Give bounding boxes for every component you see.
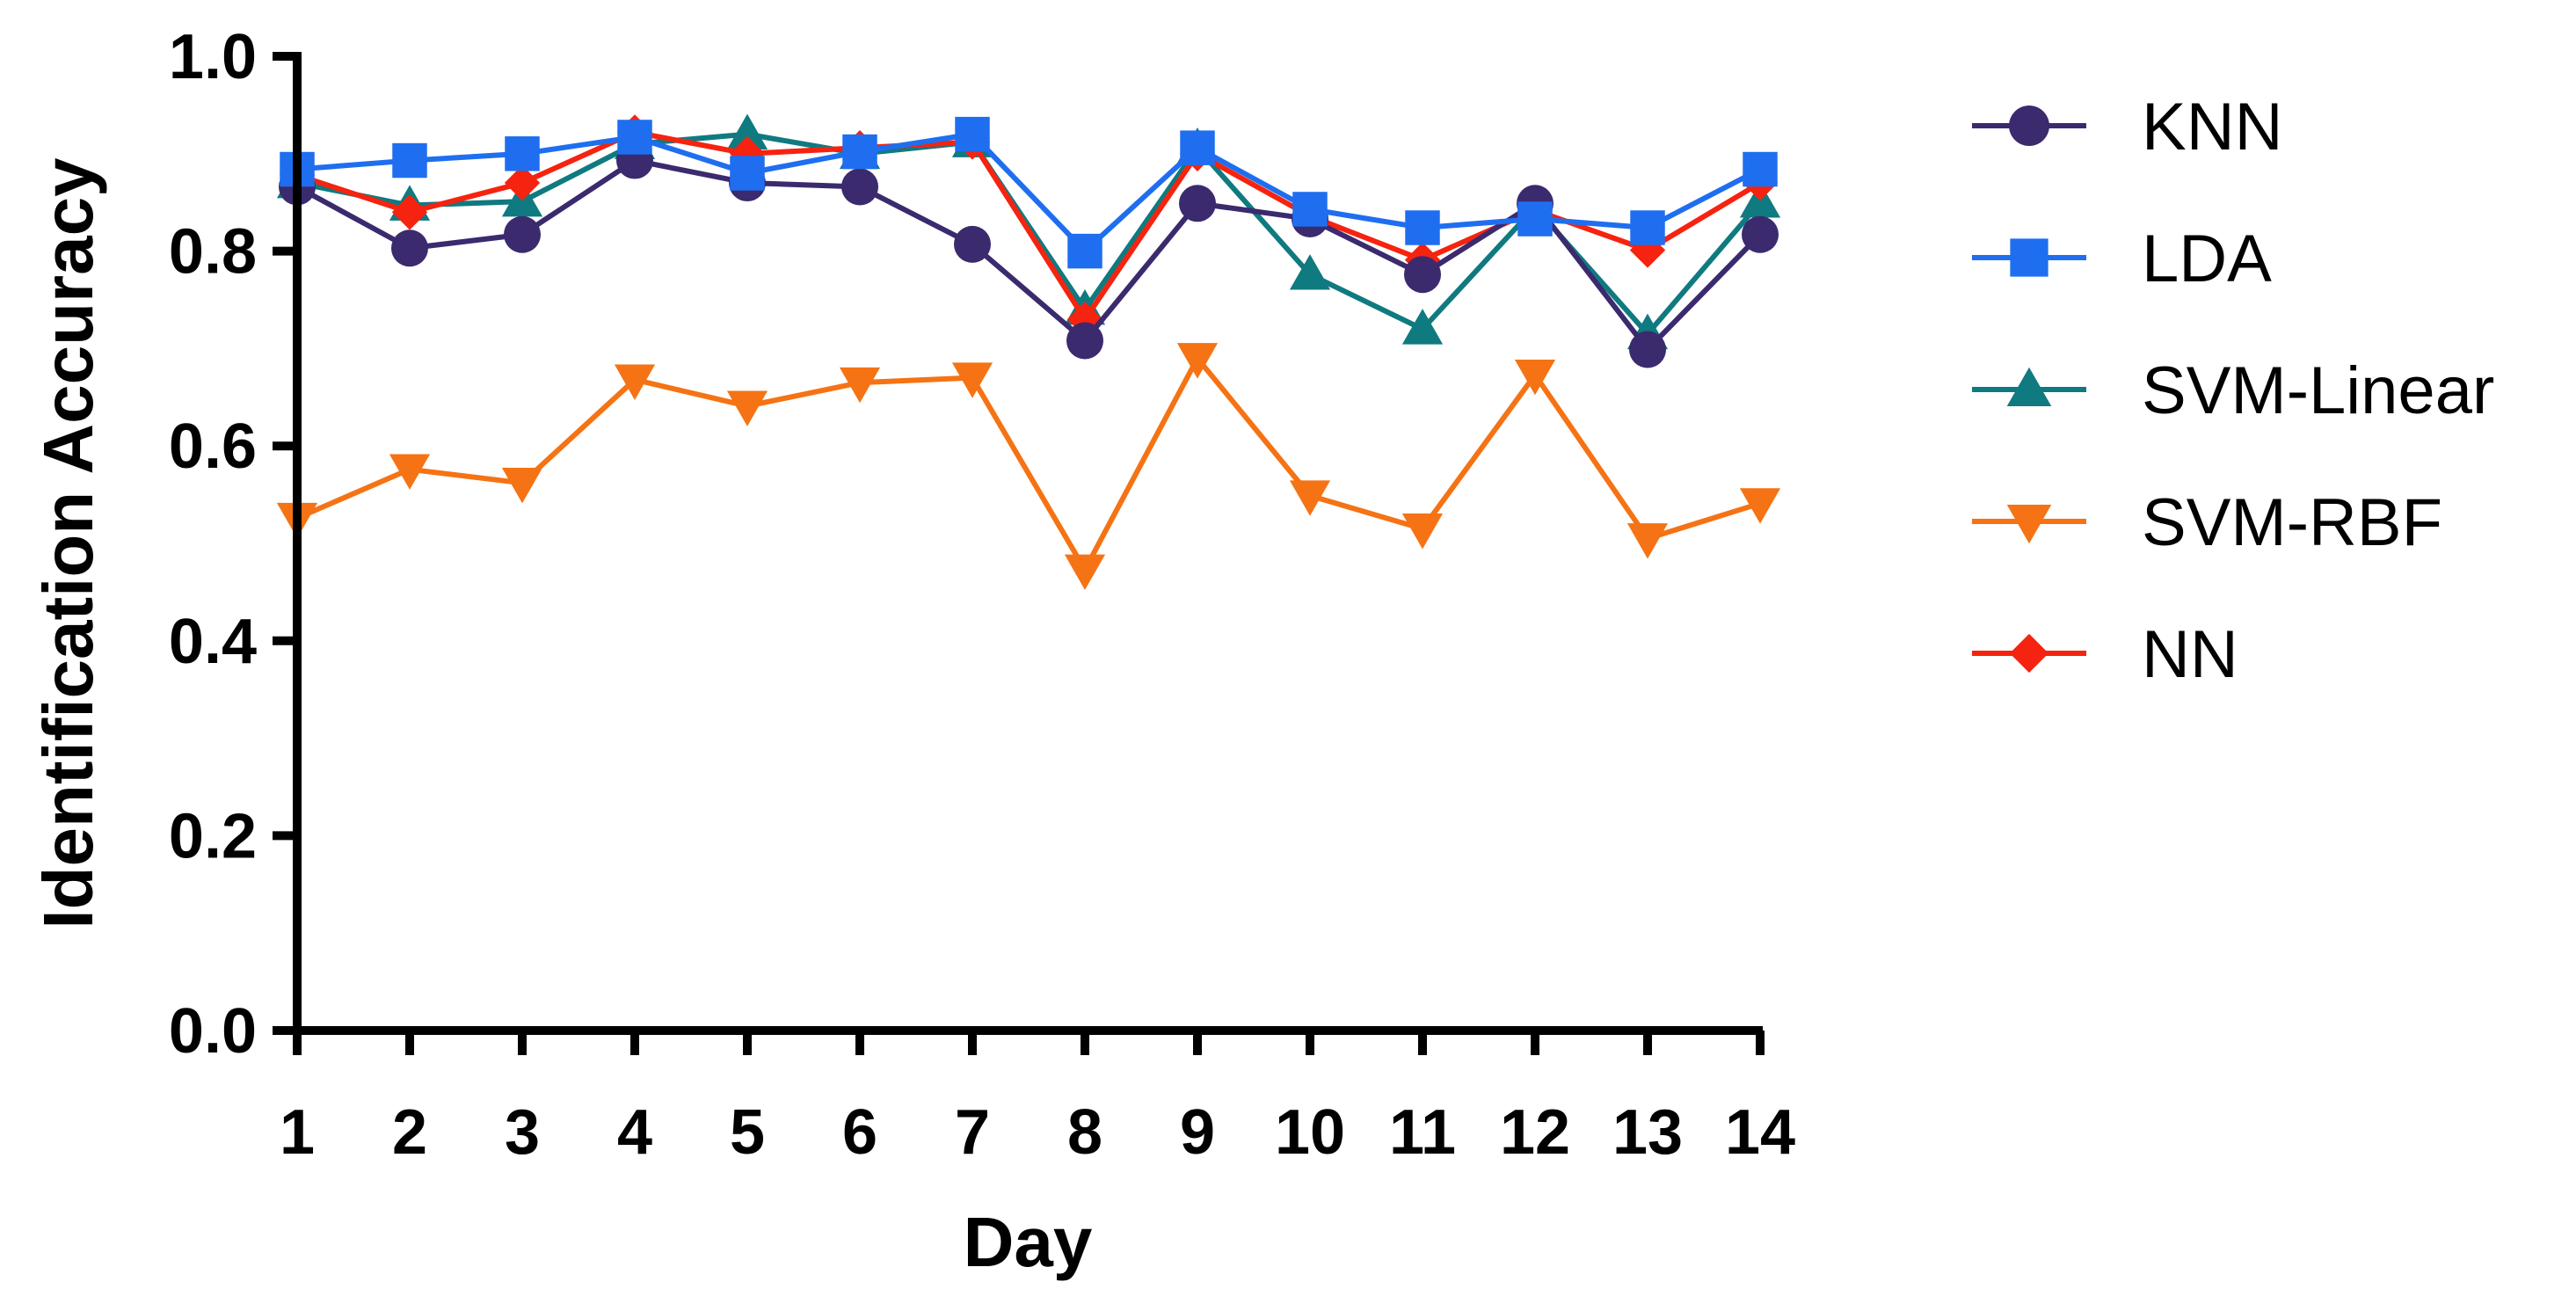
point-svm-linear <box>1401 309 1444 345</box>
point-lda <box>1405 210 1440 245</box>
point-knn <box>1066 322 1103 360</box>
point-lda <box>617 120 652 155</box>
series-line-knn <box>295 157 1763 353</box>
legend-item-knn: KNN <box>1972 90 2282 164</box>
y-tick-label: 0.0 <box>169 996 257 1067</box>
x-axis-title: Day <box>964 1203 1093 1281</box>
point-nn <box>1066 302 1103 338</box>
x-tick-label: 5 <box>730 1097 765 1168</box>
point-svm-rbf <box>726 390 768 426</box>
series-lda <box>280 116 1778 269</box>
series-line-svm-rbf <box>295 355 1761 572</box>
legend-item-nn: NN <box>1972 617 2238 692</box>
point-lda <box>1292 192 1328 227</box>
point-lda <box>1743 151 1778 187</box>
x-tick-label: 1 <box>280 1097 315 1168</box>
point-svm-rbf <box>1739 488 1781 524</box>
point-svm-rbf <box>1176 343 1219 379</box>
point-knn <box>391 229 428 267</box>
point-lda <box>1630 210 1665 245</box>
point-knn <box>1404 256 1441 294</box>
legend-label: SVM-RBF <box>2142 485 2442 560</box>
point-lda <box>842 134 877 170</box>
legend-label: KNN <box>2142 90 2282 164</box>
point-lda <box>1517 201 1553 237</box>
point-lda <box>392 142 427 178</box>
y-tick-label: 0.4 <box>169 607 257 677</box>
point-nn <box>1629 232 1666 268</box>
legend-item-svm-linear: SVM-Linear <box>1972 353 2494 428</box>
point-nn <box>504 164 541 201</box>
legend-marker <box>2010 238 2048 277</box>
y-tick-label: 0.2 <box>169 801 257 871</box>
x-tick-label: 8 <box>1067 1097 1102 1168</box>
x-tick-label: 9 <box>1180 1097 1215 1168</box>
axes <box>293 52 1763 1035</box>
legend-marker <box>2009 106 2049 146</box>
plot-area <box>276 113 1781 591</box>
ticks: 0.00.20.40.60.81.01 2 3 4 5 6 7 8 9 10 11 12 13 14 <box>169 22 1795 1168</box>
series-knn <box>279 142 1779 368</box>
x-tick-label: 4 <box>617 1097 652 1168</box>
point-nn <box>391 194 428 230</box>
legend-marker <box>2006 505 2052 544</box>
y-axis-title: Identification Accuracy <box>29 157 107 929</box>
x-tick-label: 11 <box>1389 1097 1456 1168</box>
point-knn <box>1179 185 1216 222</box>
legend-marker <box>2006 367 2052 406</box>
legend: KNN LDA SVM-Linear SVM-RBF NN <box>1972 90 2494 692</box>
point-lda <box>1067 233 1102 269</box>
point-knn <box>1629 331 1666 368</box>
point-knn <box>841 168 878 206</box>
x-tick-label: 12 <box>1500 1097 1570 1168</box>
y-tick-label: 0.6 <box>169 412 257 482</box>
x-tick-label: 7 <box>955 1097 990 1168</box>
point-lda <box>1180 130 1215 165</box>
legend-item-svm-rbf: SVM-RBF <box>1972 485 2442 560</box>
point-lda <box>730 156 765 191</box>
point-svm-rbf <box>1289 480 1331 516</box>
point-svm-rbf <box>951 362 993 398</box>
x-tick-label: 2 <box>392 1097 427 1168</box>
point-knn <box>504 215 541 253</box>
legend-label: LDA <box>2142 222 2272 296</box>
point-svm-linear <box>726 113 768 149</box>
point-svm-linear <box>1289 254 1331 290</box>
point-lda <box>955 116 990 152</box>
y-tick-label: 0.8 <box>169 217 257 288</box>
point-svm-rbf <box>839 367 881 404</box>
point-svm-rbf <box>389 454 431 490</box>
legend-item-lda: LDA <box>1972 222 2272 296</box>
series-svm-rbf <box>276 343 1781 591</box>
point-knn <box>1742 215 1779 253</box>
point-svm-rbf <box>1064 554 1106 591</box>
point-knn <box>954 225 991 263</box>
legend-label: SVM-Linear <box>2142 353 2494 428</box>
y-tick-label: 1.0 <box>169 22 257 92</box>
point-svm-rbf <box>1401 513 1444 550</box>
series-line-lda <box>296 131 1762 254</box>
point-svm-rbf <box>1626 523 1669 559</box>
legend-label: NN <box>2142 617 2238 692</box>
point-svm-rbf <box>614 364 656 400</box>
legend-marker <box>2009 633 2049 674</box>
x-tick-label: 10 <box>1275 1097 1345 1168</box>
x-tick-label: 3 <box>505 1097 540 1168</box>
x-tick-label: 13 <box>1612 1097 1683 1168</box>
x-tick-label: 6 <box>842 1097 877 1168</box>
x-tick-label: 14 <box>1725 1097 1795 1168</box>
point-svm-rbf <box>501 467 543 504</box>
point-svm-rbf <box>1514 359 1556 396</box>
point-lda <box>505 136 540 171</box>
